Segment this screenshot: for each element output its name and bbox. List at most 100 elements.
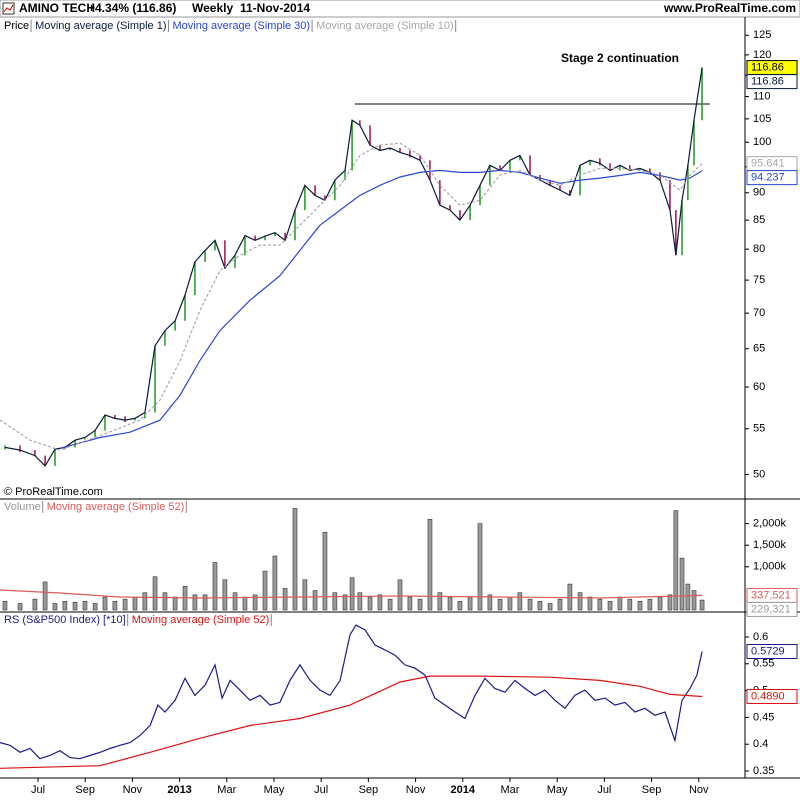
x-tick-label: May [547, 784, 568, 796]
header-bar [0, 0, 800, 18]
volume-bar [32, 598, 38, 611]
volume-bar [102, 596, 108, 611]
series-line [4, 67, 703, 467]
symbol-icon-line [3, 4, 14, 13]
volume-bar [557, 598, 563, 611]
volume-bar [252, 594, 258, 611]
y-tick-label: 90 [753, 187, 765, 199]
end-label: 337,521 [751, 589, 791, 601]
y-tick-label: 80 [753, 243, 765, 255]
y-tick-label: 0.45 [753, 711, 774, 723]
y-tick-label: 1,500k [753, 539, 787, 551]
y-tick-label: 1,000k [753, 561, 787, 573]
end-label: 116.86 [751, 75, 784, 87]
y-tick-label: 70 [753, 307, 765, 319]
series-line [0, 589, 703, 599]
end-label-box [746, 601, 798, 617]
volume-bar [685, 583, 691, 611]
y-tick-label: 125 [753, 29, 771, 41]
x-tick-label: Sep [75, 784, 95, 796]
x-tick-label: May [264, 784, 285, 796]
x-tick-label: Nov [689, 784, 709, 796]
volume-bar [527, 598, 533, 611]
volume-bar [507, 596, 513, 611]
volume-bar [282, 588, 288, 611]
volume-bar [312, 590, 318, 611]
volume-bar [427, 518, 433, 611]
volume-bar [142, 592, 148, 611]
volume-bar [272, 555, 278, 611]
volume-bar [342, 594, 348, 611]
x-tick-label: Nov [123, 784, 143, 796]
y-tick-label: 120 [753, 49, 771, 61]
change: +4.34% (116.86) [88, 1, 176, 15]
x-tick-label: Mar [500, 784, 519, 796]
volume-bar [547, 603, 553, 611]
end-label: 95.641 [751, 158, 785, 170]
panel: 0.60.550.50.450.40.35JulSepNov2013MarMay… [0, 614, 798, 796]
volume-bar [232, 592, 238, 611]
symbol: AMINO TECH [19, 1, 95, 15]
volume-bar [112, 601, 118, 611]
x-tick-label: Sep [642, 784, 662, 796]
volume-bar [487, 594, 493, 611]
volume-bar [322, 531, 328, 611]
end-label-box [746, 170, 798, 186]
y-tick-label: 0.55 [753, 658, 774, 670]
volume-bar [202, 594, 208, 611]
volume-bar [537, 601, 543, 611]
volume-bar [407, 596, 413, 611]
y-tick-label: 85 [753, 214, 765, 226]
volume-bar [691, 590, 697, 611]
y-tick-label: 110 [753, 90, 771, 102]
volume-bar [17, 603, 23, 611]
volume-bar [172, 596, 178, 611]
volume-bar [82, 601, 88, 611]
volume-bar [212, 562, 218, 611]
series-line [0, 624, 703, 760]
volume-bar [332, 592, 338, 611]
volume-bar [517, 592, 523, 611]
interval: Weekly [192, 1, 233, 15]
volume-bar [497, 598, 503, 611]
volume-bar [447, 596, 453, 611]
annotation: Stage 2 continuation [561, 51, 679, 65]
series-line [59, 169, 703, 449]
volume-bar [132, 596, 138, 611]
volume-bar [42, 581, 48, 611]
panel: 50556065707580859095100105110115120125Pr… [0, 20, 798, 480]
volume-bar [377, 594, 383, 611]
volume-bar [122, 598, 128, 611]
legend-entry: Price [4, 20, 29, 32]
y-tick-label: 65 [753, 343, 765, 355]
volume-bar [673, 510, 679, 611]
x-tick-label: 2013 [167, 784, 191, 796]
y-tick-label: 75 [753, 274, 765, 286]
end-label: 0.5729 [751, 645, 785, 657]
y-tick-label: 105 [753, 113, 771, 125]
volume-bar [162, 592, 168, 611]
volume-bar [699, 599, 705, 611]
end-label: 229,321 [751, 603, 791, 615]
end-label: 116.86 [751, 61, 784, 73]
copyright: © ProRealTime.com [4, 486, 103, 498]
volume-bar [62, 601, 68, 611]
volume-bar [262, 570, 268, 611]
legend-entry: Moving average (Simple 52) [47, 501, 185, 513]
volume-bar [567, 583, 573, 611]
volume-bar [192, 594, 198, 611]
legend-entry: Moving average (Simple 1) [35, 20, 166, 32]
legend-entry: RS (S&P500 Index) [*10] [4, 614, 126, 626]
y-tick-label: 0.6 [753, 631, 768, 643]
site[interactable]: www.ProRealTime.com [663, 1, 796, 15]
volume-bar [357, 592, 363, 611]
legend-entry: Volume [4, 501, 41, 513]
y-tick-label: 2,000k [753, 518, 787, 530]
y-tick-label: 0.4 [753, 738, 768, 750]
volume-bar [417, 598, 423, 611]
volume-bar [667, 594, 673, 611]
volume-bar [2, 601, 8, 611]
volume-bar [152, 576, 158, 611]
y-tick-label: 0.35 [753, 765, 774, 777]
